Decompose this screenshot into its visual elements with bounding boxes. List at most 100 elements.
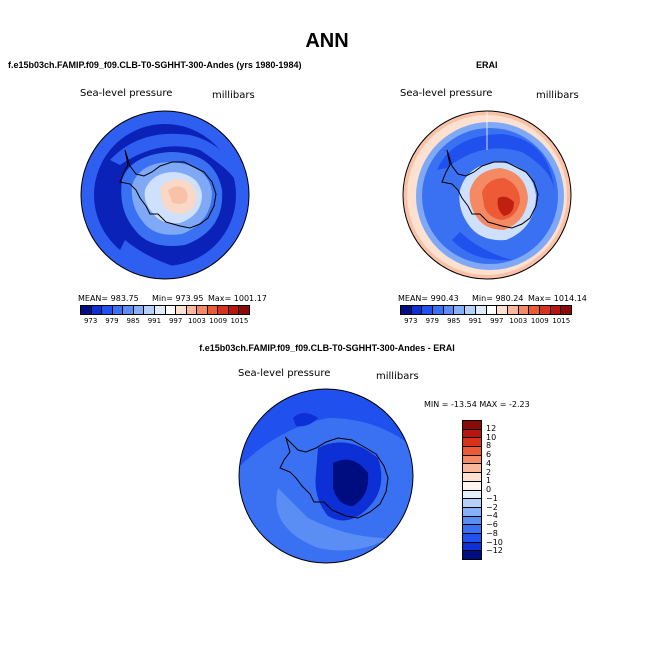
panel2-colorbar xyxy=(400,305,572,315)
panel2-colorbar-swatch-9 xyxy=(497,306,508,314)
panel2-colorbar-swatch-1 xyxy=(411,306,423,314)
panel2-colorbar-swatch-2 xyxy=(422,306,434,314)
panel3-colorbar-swatch-10 xyxy=(463,507,481,517)
panel2-colorbar-tick-label: 991 xyxy=(468,317,482,325)
panel2-colorbar-tick-label: 1015 xyxy=(552,317,571,325)
panel2-colorbar-swatch-0 xyxy=(401,306,412,314)
panel2-colorbar-tick-label: 979 xyxy=(425,317,439,325)
panel3-colorbar-tick-label: 10 xyxy=(486,432,497,442)
panel3-colorbar-swatch-9 xyxy=(463,499,481,508)
panel3-colorbar-tick-label: 8 xyxy=(486,441,492,451)
panel2-coastline xyxy=(441,149,539,229)
panel1-colorbar-swatch-6 xyxy=(144,306,155,314)
panel1-field-arc2 xyxy=(120,240,180,269)
panel1-units-label: millibars xyxy=(212,90,255,101)
panel2-field-arc2 xyxy=(452,232,512,261)
panel1-colorbar-swatch-0 xyxy=(81,306,92,314)
panel1-colorbar-tick-label: 1003 xyxy=(187,317,206,325)
panel1-coastline xyxy=(119,149,217,229)
panel1-colorbar-swatch-7 xyxy=(154,306,166,314)
panel1-colorbar-swatch-3 xyxy=(112,306,124,314)
panel3-colorbar-swatch-8 xyxy=(463,490,481,500)
panel1-colorbar-swatch-12 xyxy=(207,306,219,314)
panel3-colorbar-tick-label: −8 xyxy=(486,528,498,538)
panel1-field-peach2 xyxy=(168,186,188,204)
panel2-colorbar-swatch-6 xyxy=(465,306,476,314)
panel3-field-darkest xyxy=(333,459,369,506)
panel2-colorbar-swatch-12 xyxy=(529,306,540,314)
panel1-colorbar-swatch-15 xyxy=(239,306,249,314)
panel2-colorbar-tick-label: 985 xyxy=(447,317,461,325)
panel1-colorbar-ticks: 973 979 985 991 997 1003 1009 1015 xyxy=(80,317,250,327)
panel3-colorbar-tick-label: 4 xyxy=(486,458,492,468)
panel3-colorbar-swatch-7 xyxy=(463,481,481,491)
panel2-variable-label: Sea-level pressure xyxy=(400,88,493,99)
panel1-colorbar-tick-label: 985 xyxy=(126,317,140,325)
panel2-colorbar-swatch-4 xyxy=(443,306,455,314)
panel1-variable-label: Sea-level pressure xyxy=(80,88,173,99)
panel2-colorbar-swatch-11 xyxy=(518,306,530,314)
panel2-colorbar-swatch-13 xyxy=(539,306,551,314)
panel3-field-light xyxy=(276,488,388,551)
panel2-title: ERAI xyxy=(476,60,498,70)
panel2-colorbar-tick-label: 1009 xyxy=(530,317,549,325)
panel3-colorbar-tick-label: 0 xyxy=(486,485,492,494)
panel3-colorbar-swatch-11 xyxy=(463,516,481,526)
panel3-colorbar-swatch-3 xyxy=(463,447,481,456)
panel3-map-border xyxy=(238,388,414,564)
panel1-colorbar-tick-label: 1009 xyxy=(209,317,228,325)
panel1-colorbar-swatch-9 xyxy=(176,306,187,314)
panel3-map xyxy=(238,388,414,564)
panel3-colorbar-tick-label: 1 xyxy=(486,476,492,486)
panel2-field-darkred xyxy=(497,196,514,216)
panel3-units-label: millibars xyxy=(376,371,419,382)
panel3-colorbar-swatch-2 xyxy=(463,438,481,448)
panel2-map-border xyxy=(402,110,572,280)
panel3-colorbar-tick-label: 2 xyxy=(486,467,492,477)
panel2-colorbar-swatch-15 xyxy=(561,306,571,314)
panel1-colorbar xyxy=(80,305,250,315)
panel2-units-label: millibars xyxy=(536,90,579,101)
panel3-colorbar-tick-label: 12 xyxy=(486,423,497,433)
panel3-colorbar-swatch-6 xyxy=(463,473,481,482)
panel3-colorbar-swatch-14 xyxy=(463,542,481,552)
panel1-colorbar-swatch-10 xyxy=(186,306,198,314)
page-title: ANN xyxy=(305,30,349,52)
panel3-minmax: MIN = -13.54 MAX = -2.23 xyxy=(424,400,530,409)
panel1-map-border xyxy=(80,110,250,280)
panel3-colorbar-tick-label: −2 xyxy=(486,502,498,512)
panel1-title: f.e15b03ch.FAMIP.f09_f09.CLB-T0-SGHHT-30… xyxy=(8,60,302,70)
panel3-field-dark-spot xyxy=(293,413,318,427)
panel1-colorbar-tick-label: 991 xyxy=(147,317,162,325)
panel1-colorbar-tick-label: 997 xyxy=(168,317,183,325)
panel3-colorbar-ticks: 12 10 8 6 4 2 1 0 −1 −2 −4 −6 −8 −10 −12 xyxy=(486,420,516,560)
panel3-field-north xyxy=(239,389,413,468)
panel3-colorbar-swatch-0 xyxy=(463,421,481,430)
panel3-colorbar-swatch-12 xyxy=(463,525,481,534)
panel1-field-arc xyxy=(110,133,235,180)
panel1-colorbar-swatch-1 xyxy=(91,306,103,314)
panel3-colorbar-swatch-13 xyxy=(463,533,481,543)
panel3-colorbar-tick-label: 6 xyxy=(486,450,492,459)
panel3-title: f.e15b03ch.FAMIP.f09_f09.CLB-T0-SGHHT-30… xyxy=(199,343,455,353)
panel2-colorbar-swatch-14 xyxy=(550,306,562,314)
panel2-mean: MEAN= 990.43 xyxy=(398,294,459,303)
panel1-colorbar-swatch-13 xyxy=(218,306,229,314)
panel1-colorbar-tick-label: 979 xyxy=(105,317,119,325)
panel2-min: Min= 980.24 xyxy=(472,294,524,303)
panel1-colorbar-swatch-14 xyxy=(228,306,240,314)
panel2-colorbar-swatch-10 xyxy=(507,306,519,314)
panel2-colorbar-swatch-8 xyxy=(486,306,498,314)
panel3-colorbar-swatch-4 xyxy=(463,455,481,465)
panel2-colorbar-swatch-3 xyxy=(433,306,444,314)
panel2-colorbar-swatch-5 xyxy=(454,306,466,314)
panel3-colorbar-tick-label: −10 xyxy=(486,537,503,547)
panel1-map xyxy=(80,110,250,280)
panel3-colorbar xyxy=(462,420,482,560)
panel1-colorbar-swatch-5 xyxy=(133,306,145,314)
panel1-colorbar-swatch-2 xyxy=(102,306,113,314)
panel1-max: Max= 1001.17 xyxy=(208,294,267,303)
panel3-coastline xyxy=(279,436,389,519)
panel1-mean: MEAN= 983.75 xyxy=(78,294,139,303)
panel2-field-arc xyxy=(437,134,554,190)
